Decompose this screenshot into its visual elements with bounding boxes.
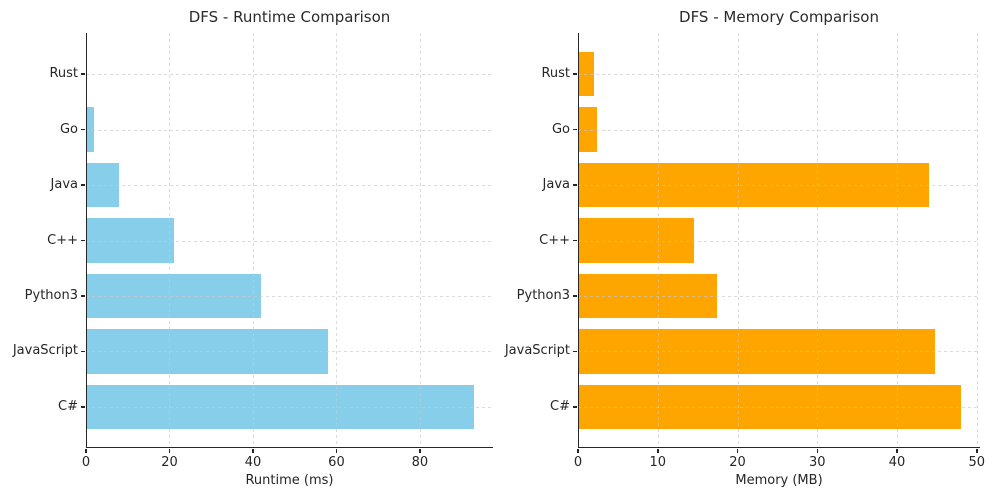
memory-chart: DFS - Memory Comparison 0 10 20 30 40 50 Rust G… — [500, 0, 1000, 500]
x-tick-label: 20 — [161, 455, 178, 470]
y-tick-label: Go — [551, 121, 570, 137]
y-tick-label: Java — [50, 177, 78, 193]
grid-line-horizontal — [578, 240, 980, 242]
x-axis-label: Runtime (ms) — [245, 473, 334, 488]
x-tick-mark — [736, 449, 739, 453]
x-tick-label: 80 — [411, 455, 429, 470]
grid-line-horizontal — [578, 185, 980, 187]
grid-line-horizontal — [86, 185, 493, 187]
y-tick-label: C++ — [47, 232, 78, 248]
y-tick-mark — [81, 73, 85, 75]
y-tick-mark — [81, 350, 85, 353]
y-tick-mark — [81, 128, 85, 131]
bar-java — [86, 162, 120, 208]
grid-line-horizontal — [578, 406, 980, 408]
x-tick-label: 0 — [573, 455, 583, 470]
x-tick-mark — [252, 449, 254, 453]
y-tick-label: JavaScript — [504, 343, 570, 359]
y-tick-mark — [573, 184, 577, 186]
x-tick-label: 20 — [729, 455, 746, 470]
grid-line-horizontal — [86, 74, 493, 76]
y-tick-label: Go — [59, 121, 78, 137]
y-tick-mark — [573, 128, 577, 131]
x-tick-label: 30 — [809, 455, 826, 470]
x-tick-mark — [657, 449, 659, 453]
x-tick-mark — [85, 449, 87, 453]
grid-line-horizontal — [578, 351, 980, 353]
x-tick-label: 50 — [968, 455, 986, 470]
y-tick-mark — [81, 295, 85, 297]
y-tick-mark — [573, 73, 577, 75]
grid-line-horizontal — [86, 406, 493, 408]
x-axis-label: Memory (MB) — [735, 473, 823, 488]
y-tick-mark — [81, 239, 85, 242]
x-tick-mark — [976, 449, 978, 453]
y-tick-mark — [573, 295, 577, 297]
x-tick-label: 40 — [244, 455, 262, 470]
y-tick-label: Python3 — [516, 287, 570, 303]
x-tick-mark — [419, 449, 421, 453]
chart-title: DFS - Memory Comparison — [679, 8, 879, 26]
y-tick-mark — [81, 406, 85, 408]
x-tick-mark — [577, 449, 579, 453]
y-tick-mark — [573, 350, 577, 353]
grid-line-horizontal — [86, 295, 493, 297]
grid-line-horizontal — [86, 240, 493, 242]
y-tick-label: Python3 — [24, 287, 78, 303]
x-tick-mark — [896, 449, 898, 453]
plot-frame — [578, 33, 980, 448]
y-tick-mark — [573, 239, 577, 242]
x-tick-mark — [816, 449, 819, 453]
x-tick-mark — [335, 449, 338, 453]
x-tick-label: 0 — [81, 455, 91, 470]
y-tick-label: Rust — [541, 66, 570, 82]
grid-line-horizontal — [578, 74, 980, 76]
bar-java — [578, 162, 929, 208]
grid-line-horizontal — [86, 129, 493, 131]
chart-title: DFS - Runtime Comparison — [188, 8, 391, 26]
runtime-chart: DFS - Runtime Comparison 0 20 40 60 80 Rust Go… — [12, 8, 493, 488]
bar-c — [86, 218, 174, 263]
grid-line-horizontal — [578, 129, 980, 131]
y-tick-label: JavaScript — [12, 343, 78, 359]
grid-line-horizontal — [578, 295, 980, 297]
x-tick-label: 40 — [888, 455, 906, 470]
y-tick-label: Rust — [49, 66, 78, 82]
y-tick-mark — [573, 406, 577, 408]
y-tick-label: C# — [550, 398, 570, 414]
y-tick-mark — [81, 184, 85, 186]
y-tick-label: C++ — [539, 232, 570, 248]
grid-line-horizontal — [86, 351, 493, 353]
x-tick-label: 60 — [328, 455, 345, 470]
bar-c — [578, 218, 695, 263]
plot-frame — [86, 33, 493, 448]
y-tick-label: Java — [542, 177, 570, 193]
x-tick-label: 10 — [649, 455, 667, 470]
x-tick-mark — [168, 449, 171, 453]
y-tick-label: C# — [58, 398, 78, 414]
